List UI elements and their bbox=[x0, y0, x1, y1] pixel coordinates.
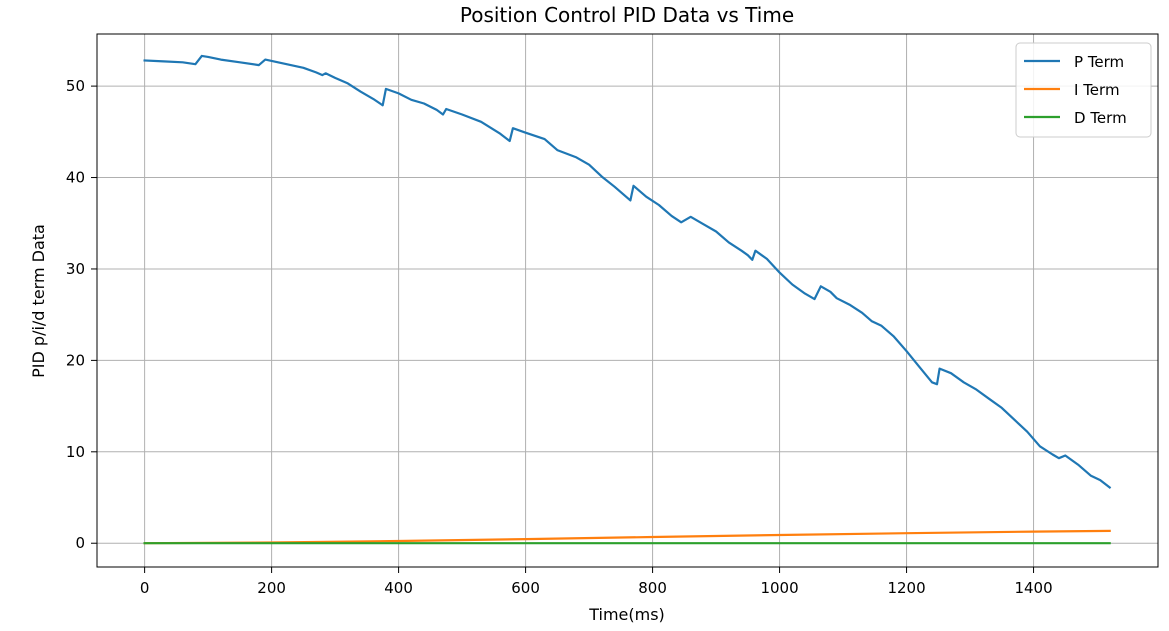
series-lines bbox=[143, 54, 1112, 545]
x-tick-label: 400 bbox=[384, 579, 413, 597]
y-tick-label: 50 bbox=[66, 77, 85, 95]
x-axis-ticks: 0 200 400 600 800 1000 1200 1400 bbox=[140, 567, 1053, 597]
x-axis-label: Time(ms) bbox=[588, 605, 665, 624]
legend-box bbox=[1015, 42, 1152, 138]
x-tick-label: 1400 bbox=[1014, 579, 1052, 597]
x-tick-label: 1000 bbox=[760, 579, 798, 597]
chart-title: Position Control PID Data vs Time bbox=[460, 3, 794, 27]
y-axis-label: PID p/i/d term Data bbox=[29, 224, 48, 378]
legend-label-d-term: D Term bbox=[1074, 109, 1127, 127]
x-tick-label: 800 bbox=[638, 579, 667, 597]
x-tick-label: 0 bbox=[140, 579, 150, 597]
y-tick-label: 10 bbox=[66, 443, 85, 461]
legend: P Term I Term D Term bbox=[1015, 42, 1152, 138]
y-tick-label: 0 bbox=[75, 534, 85, 552]
x-tick-label: 600 bbox=[511, 579, 540, 597]
x-tick-label: 1200 bbox=[887, 579, 925, 597]
y-tick-label: 30 bbox=[66, 260, 85, 278]
y-tick-label: 20 bbox=[66, 351, 85, 369]
y-axis-ticks: 0 10 20 30 40 50 bbox=[66, 77, 97, 552]
plot-area-frame bbox=[96, 33, 1159, 568]
y-tick-label: 40 bbox=[66, 169, 85, 187]
x-tick-label: 200 bbox=[257, 579, 286, 597]
legend-label-i-term: I Term bbox=[1074, 81, 1120, 99]
series-line-p-term bbox=[143, 54, 1112, 490]
series-line-i-term bbox=[143, 529, 1111, 545]
legend-label-p-term: P Term bbox=[1074, 53, 1124, 71]
